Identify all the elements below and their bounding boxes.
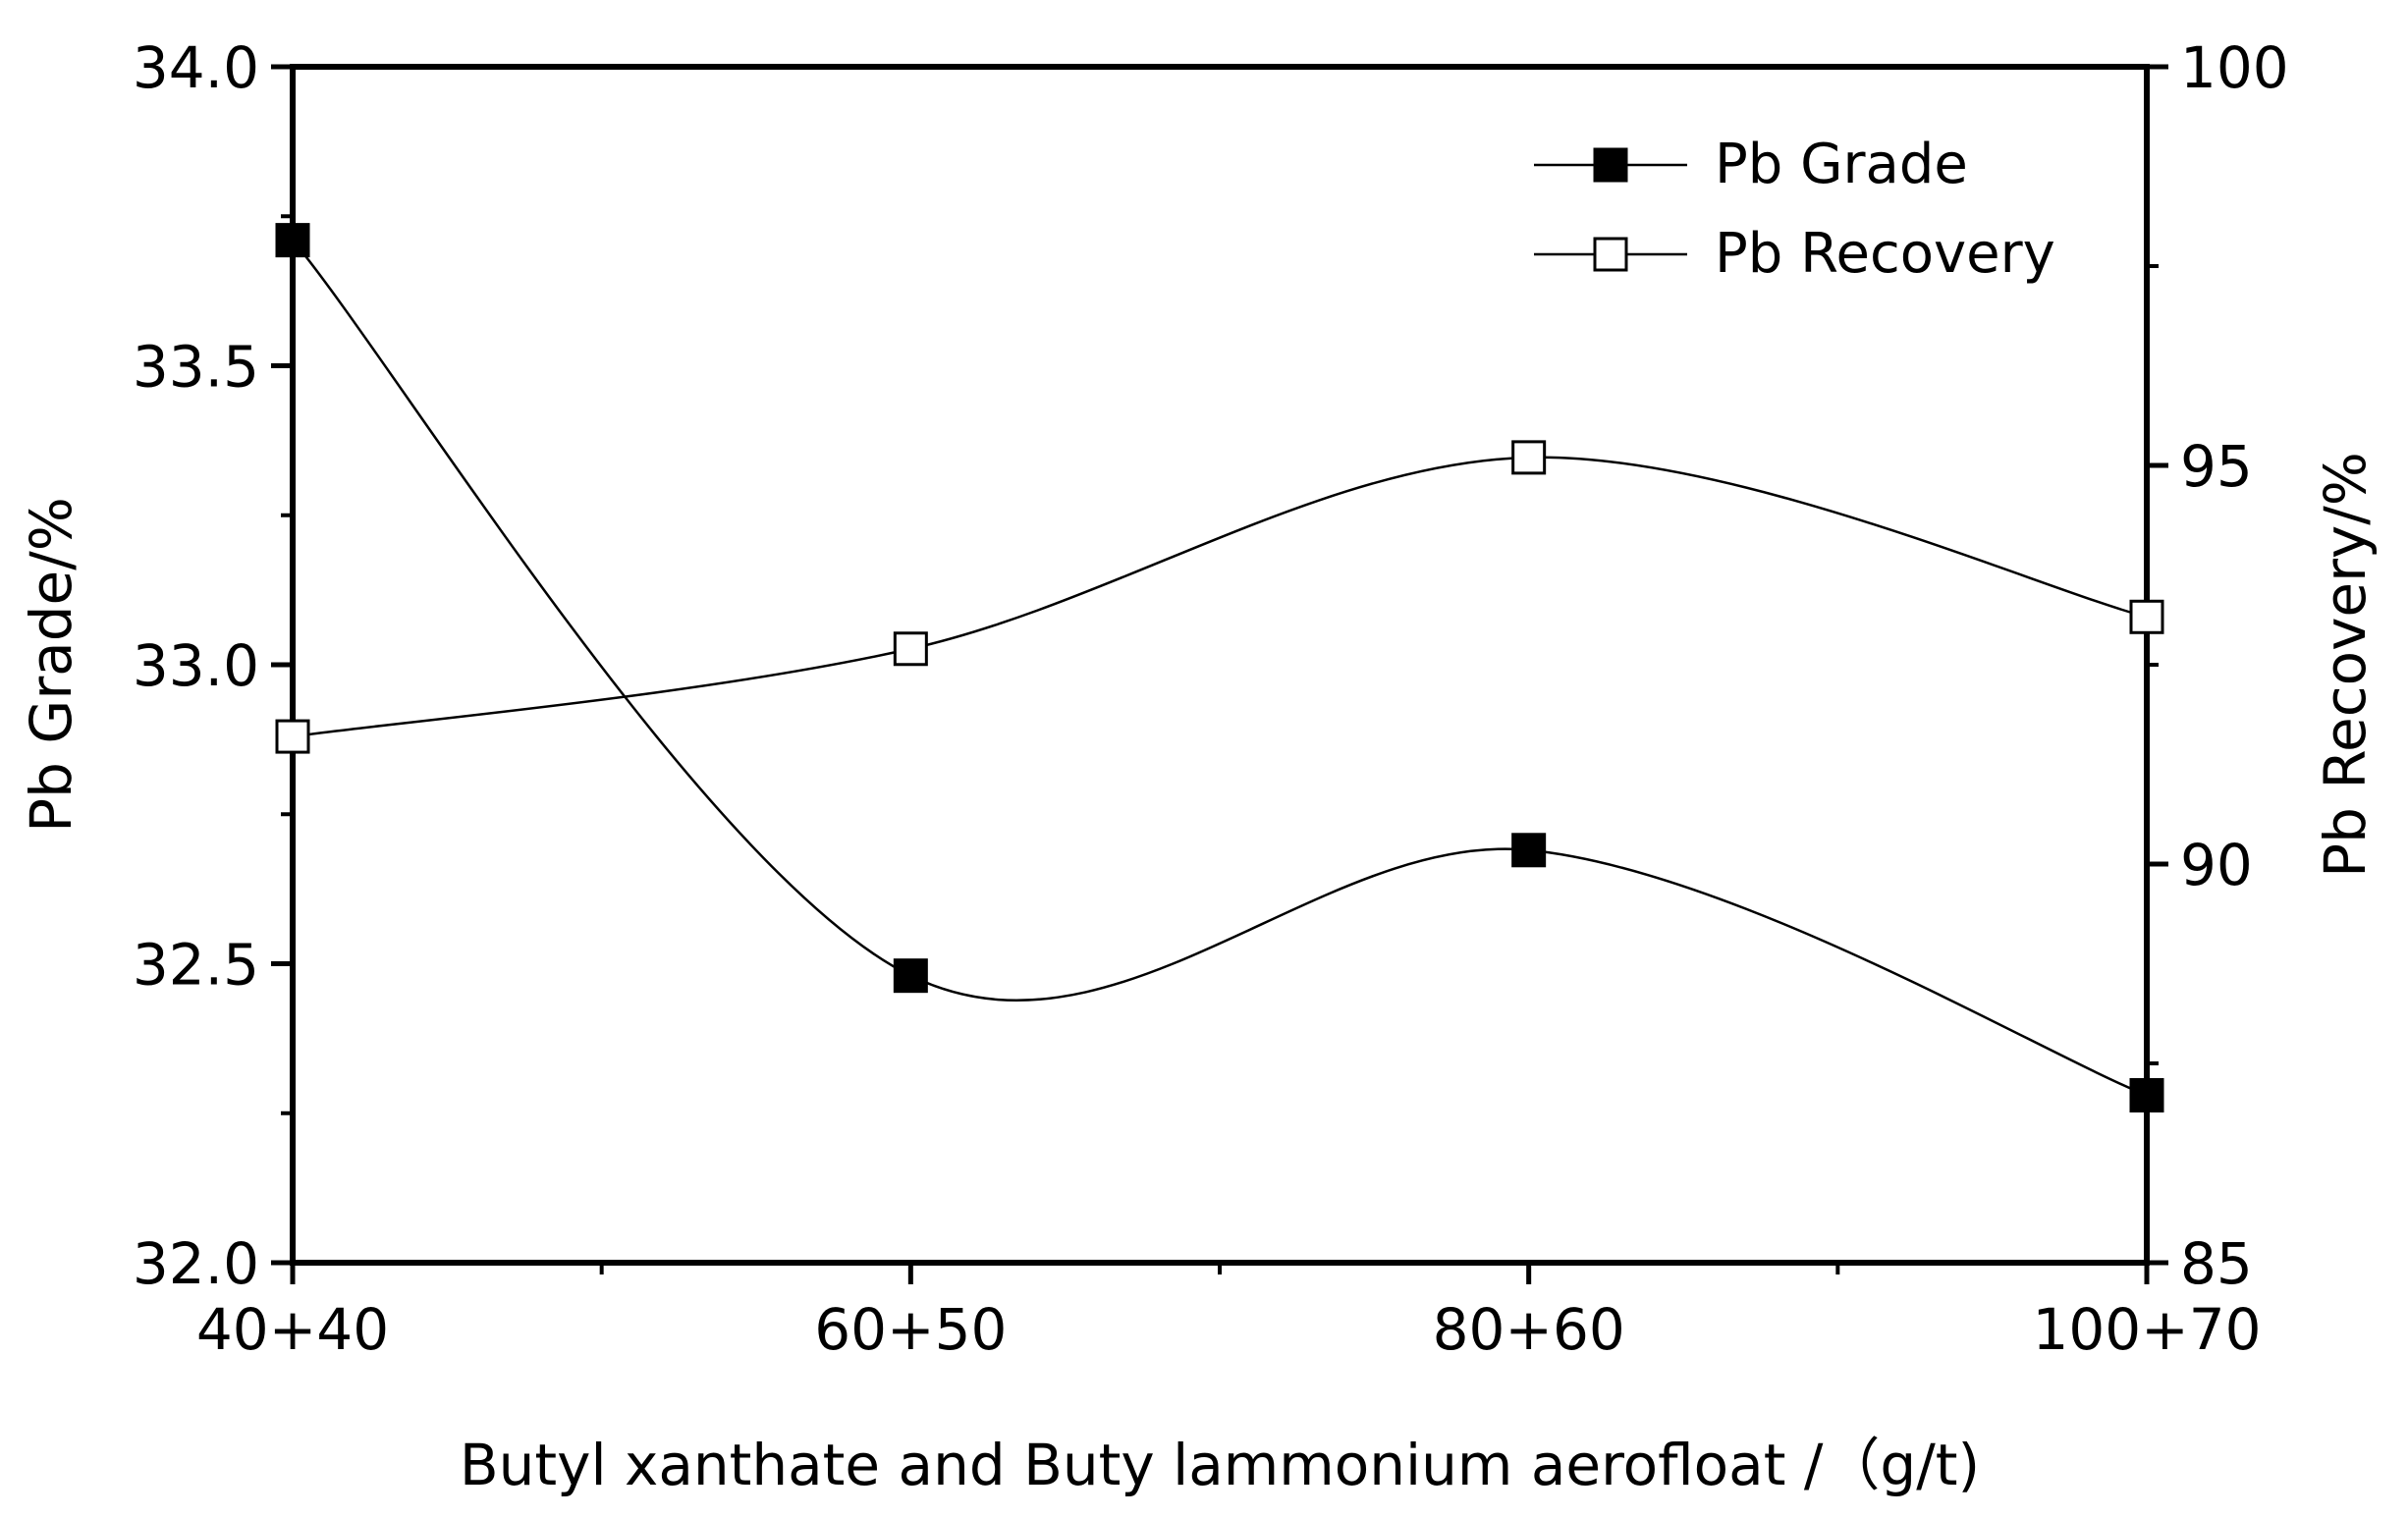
series-0-point-1 xyxy=(893,958,928,994)
series-curves xyxy=(292,239,2148,1097)
y-tick-label-3: 33.5 xyxy=(133,334,259,401)
y2-tick-label-0: 85 xyxy=(2180,1230,2253,1297)
series-1-point-2 xyxy=(1511,440,1547,475)
tick-labels: 32.0 32.5 33.0 33.5 34.0 85 90 95 100 40+40 60+50 8… xyxy=(133,34,2289,1363)
plot-frame xyxy=(290,64,2150,1266)
series-line-0 xyxy=(292,239,2148,1097)
series-1-point-1 xyxy=(893,631,928,667)
x-tick-label-3: 100+70 xyxy=(2032,1296,2261,1363)
y-tick-label-4: 34.0 xyxy=(133,34,259,101)
y2-tick-label-2: 95 xyxy=(2180,433,2253,500)
y2-tick-label-1: 90 xyxy=(2180,832,2253,898)
y-tick-label-2: 33.0 xyxy=(133,632,259,699)
y-axis-label: Pb Grade/% xyxy=(18,497,84,833)
x-tick-label-1: 60+50 xyxy=(814,1296,1007,1363)
legend-recovery-label: Pb Recovery xyxy=(1715,222,2055,286)
series-0-point-2 xyxy=(1511,833,1547,868)
y-tick-label-1: 32.5 xyxy=(133,932,259,999)
legend-recovery-marker xyxy=(1593,237,1628,272)
y-tick-label-0: 32.0 xyxy=(133,1230,259,1297)
series-0-point-0 xyxy=(275,223,310,258)
x-axis-label: Butyl xanthate and Buty lammonium aerofl… xyxy=(460,1432,1980,1498)
series-markers xyxy=(275,223,2164,1112)
x-tick-label-0: 40+40 xyxy=(196,1296,389,1363)
legend: Pb Grade Pb Recovery xyxy=(1534,133,2055,286)
legend-grade-label: Pb Grade xyxy=(1715,133,1968,196)
legend-grade-marker xyxy=(1593,147,1628,183)
series-0-point-3 xyxy=(2129,1077,2164,1112)
series-1-point-3 xyxy=(2129,599,2164,634)
series-line-1 xyxy=(292,456,2148,738)
x-tick-label-2: 80+60 xyxy=(1433,1296,1625,1363)
y2-tick-label-3: 100 xyxy=(2180,34,2289,101)
series-1-point-0 xyxy=(275,719,310,754)
y2-axis-label: Pb Recovery/% xyxy=(2312,452,2379,878)
